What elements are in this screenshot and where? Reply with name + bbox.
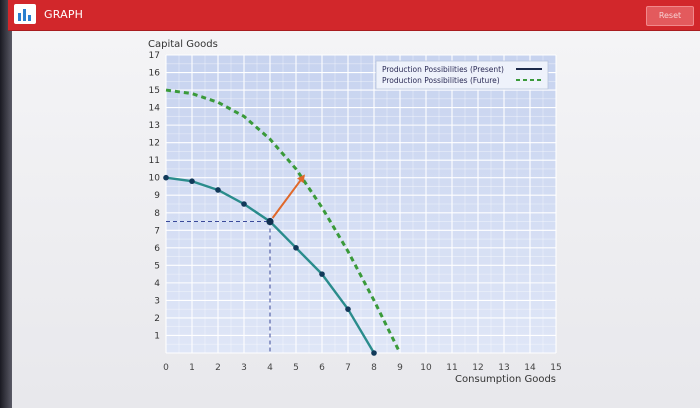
y-tick-label: 13 xyxy=(149,121,160,131)
y-tick-label: 15 xyxy=(149,86,160,96)
x-axis-title: Consumption Goods xyxy=(455,374,556,385)
y-tick-label: 5 xyxy=(154,261,160,271)
app-title: GRAPH xyxy=(44,8,84,21)
x-tick-label: 15 xyxy=(550,363,561,373)
y-tick-label: 16 xyxy=(149,69,161,79)
x-tick-label: 14 xyxy=(524,363,536,373)
x-tick-label: 9 xyxy=(397,363,403,373)
x-tick-label: 2 xyxy=(215,363,221,373)
x-tick-label: 3 xyxy=(241,363,247,373)
x-tick-label: 4 xyxy=(267,363,273,373)
x-tick-label: 8 xyxy=(371,363,377,373)
ppf-present-point[interactable] xyxy=(345,306,351,312)
y-tick-label: 1 xyxy=(154,331,160,341)
bar-chart-icon xyxy=(14,4,36,24)
reset-button[interactable]: Reset xyxy=(646,6,694,26)
y-tick-label: 4 xyxy=(154,279,160,289)
y-tick-label: 3 xyxy=(154,296,160,306)
highlight-point[interactable] xyxy=(266,217,274,226)
legend-label: Production Possibilities (Future) xyxy=(382,76,500,85)
y-tick-label: 11 xyxy=(149,156,160,166)
ppf-present-point[interactable] xyxy=(189,178,195,185)
window-left-edge xyxy=(0,0,12,408)
legend-box xyxy=(375,60,549,90)
shift-arrow xyxy=(271,174,305,219)
x-tick-label: 5 xyxy=(293,363,299,373)
x-tick-label: 12 xyxy=(472,363,483,373)
app-header: GRAPH Reset xyxy=(8,0,700,31)
ppf-present-point[interactable] xyxy=(371,350,377,356)
graph-panel: 1 2 3 4 5 6 7 8 9 10 11 12 13 14 15 16 17 0 1 2 3 4 5 6 7 8 9 10 11 1… xyxy=(12,31,700,408)
y-tick-label: 17 xyxy=(149,51,160,61)
y-tick-label: 12 xyxy=(149,139,160,149)
y-axis-title: Capital Goods xyxy=(148,39,218,50)
y-tick-label: 7 xyxy=(154,226,160,236)
y-tick-label: 9 xyxy=(154,191,160,201)
x-tick-label: 7 xyxy=(345,363,351,373)
x-tick-label: 6 xyxy=(319,363,325,373)
x-tick-label: 1 xyxy=(189,363,195,373)
ppf-present-point[interactable] xyxy=(163,174,169,181)
x-tick-label: 10 xyxy=(420,363,432,373)
y-tick-label: 8 xyxy=(154,209,160,219)
ppf-present-point[interactable] xyxy=(319,271,325,277)
ppf-present-point[interactable] xyxy=(241,201,247,207)
y-tick-label: 2 xyxy=(154,314,160,324)
y-tick-label: 10 xyxy=(149,174,161,184)
ppf-present-point[interactable] xyxy=(215,187,221,193)
x-tick-label: 11 xyxy=(446,363,457,373)
legend-label: Production Possibilities (Present) xyxy=(382,65,504,74)
y-tick-label: 6 xyxy=(154,244,160,254)
x-tick-label: 13 xyxy=(498,363,509,373)
ppf-present-point[interactable] xyxy=(293,245,299,251)
y-tick-label: 14 xyxy=(149,104,161,114)
x-tick-label: 0 xyxy=(163,363,169,373)
ppf-future-curve[interactable] xyxy=(165,88,402,354)
